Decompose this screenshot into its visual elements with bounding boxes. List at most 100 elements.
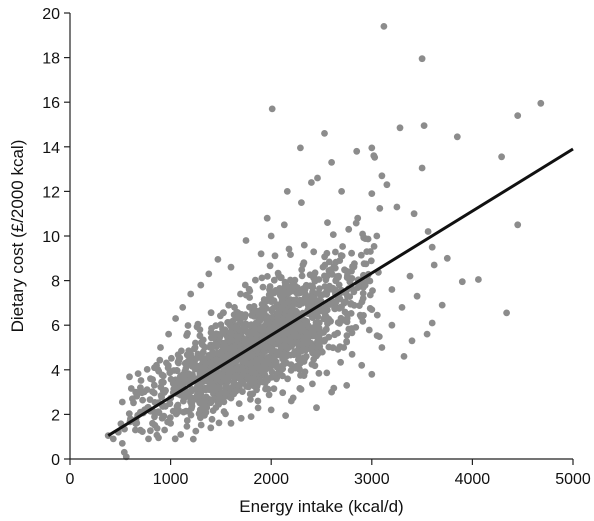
data-point (109, 435, 117, 443)
data-point (323, 369, 331, 377)
data-point (290, 296, 298, 304)
data-point (343, 338, 350, 345)
data-point (284, 375, 291, 383)
data-point (197, 421, 205, 429)
data-point (237, 377, 245, 384)
data-point (337, 252, 345, 259)
data-point (209, 407, 217, 414)
data-point (365, 276, 372, 284)
data-point (319, 307, 327, 315)
data-point (352, 324, 360, 331)
data-point (361, 235, 369, 243)
data-point (380, 23, 388, 30)
data-point (220, 375, 228, 383)
data-point (453, 133, 461, 141)
data-point (233, 314, 240, 322)
data-point (370, 243, 378, 250)
data-point (155, 434, 162, 442)
data-point (300, 241, 308, 249)
data-point (406, 272, 414, 280)
data-point (133, 419, 141, 427)
data-point (161, 426, 169, 434)
data-point (301, 290, 309, 297)
data-point (179, 304, 187, 311)
data-point (227, 263, 235, 271)
data-point (149, 419, 156, 427)
data-point (208, 384, 216, 392)
data-point (160, 372, 167, 380)
data-point (348, 249, 355, 257)
data-point (139, 396, 147, 404)
data-point (332, 277, 340, 285)
data-point (263, 376, 271, 383)
data-point (343, 332, 351, 339)
data-point (227, 328, 235, 336)
data-point (260, 327, 267, 334)
data-point (237, 290, 244, 298)
data-point (293, 290, 301, 297)
data-point (248, 311, 256, 319)
data-point (299, 341, 306, 349)
regression-line (107, 147, 574, 437)
data-point (370, 152, 378, 160)
data-point (321, 261, 329, 269)
data-point (378, 172, 386, 180)
data-point (150, 389, 158, 397)
data-point (239, 388, 246, 395)
data-point (344, 292, 351, 300)
data-point (275, 307, 283, 315)
data-point (254, 307, 261, 315)
data-point (126, 373, 133, 381)
x-tick-label: 5000 (555, 471, 591, 488)
data-point (331, 305, 338, 312)
data-point (428, 319, 436, 327)
data-point (207, 309, 215, 317)
data-point (328, 388, 335, 396)
data-point (280, 221, 288, 229)
data-point (368, 144, 376, 152)
data-point (259, 283, 267, 291)
data-point (323, 249, 331, 257)
data-point (324, 219, 331, 227)
data-point (233, 372, 241, 380)
data-point (172, 315, 180, 322)
data-point (242, 237, 250, 244)
data-point (215, 350, 223, 358)
data-point (357, 251, 365, 259)
data-point (171, 435, 179, 443)
data-point (224, 363, 232, 370)
data-point (282, 412, 289, 419)
y-tick-label: 14 (42, 140, 60, 157)
data-point (205, 270, 213, 278)
data-point (279, 365, 287, 373)
data-point (304, 334, 312, 342)
data-point (356, 311, 364, 319)
data-point (165, 330, 173, 338)
data-point (375, 333, 383, 340)
data-point (235, 400, 243, 407)
data-point (134, 370, 142, 377)
y-tick-label: 10 (42, 229, 60, 246)
data-point (151, 413, 158, 421)
data-point (313, 404, 320, 412)
data-point (334, 319, 342, 326)
data-point (286, 335, 294, 343)
data-point (362, 260, 370, 268)
data-point (268, 362, 276, 370)
data-point (285, 245, 293, 253)
data-point (323, 288, 331, 295)
data-point (347, 310, 355, 317)
data-point (215, 391, 223, 398)
data-point (137, 384, 144, 391)
data-point (277, 274, 285, 281)
data-point (174, 351, 182, 359)
data-point (338, 188, 345, 195)
data-point (288, 342, 295, 350)
data-point (187, 397, 195, 405)
data-point (231, 343, 239, 351)
data-point (200, 397, 208, 404)
data-point (264, 273, 271, 280)
data-point (358, 361, 366, 369)
data-point (241, 314, 249, 321)
